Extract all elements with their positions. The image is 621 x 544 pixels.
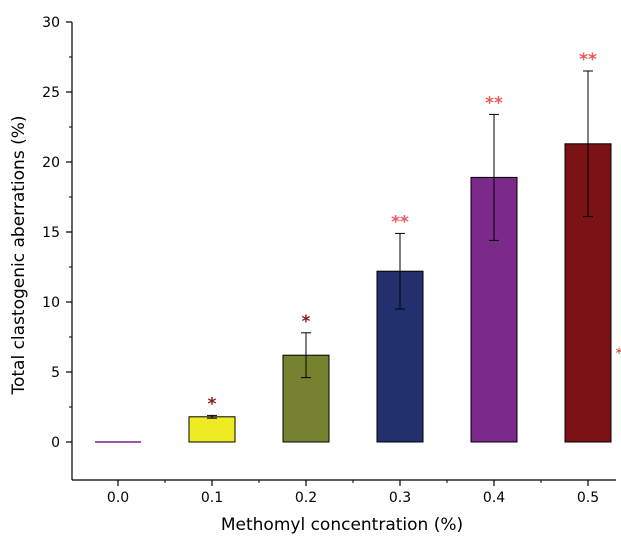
y-tick-label: 20 <box>42 155 60 171</box>
y-ticks: 0 5 10 15 20 25 30 <box>42 15 72 451</box>
x-tick-label: 0.1 <box>201 490 223 506</box>
y-tick-label: 25 <box>42 85 60 101</box>
x-tick-label: 0.0 <box>107 490 129 506</box>
x-axis-label: Methomyl concentration (%) <box>221 515 463 535</box>
significance-marker: ** <box>485 93 503 113</box>
axes <box>72 22 616 480</box>
x-tick-label: 0.5 <box>577 490 599 506</box>
x-tick-label: 0.2 <box>295 490 317 506</box>
x-ticks: 0.0 0.1 0.2 0.3 0.4 0.5 <box>107 480 599 506</box>
bars <box>95 144 611 442</box>
y-tick-label: 15 <box>42 225 60 241</box>
x-tick-label: 0.4 <box>483 490 505 506</box>
bar <box>189 417 235 442</box>
y-tick-label: 5 <box>51 365 60 381</box>
extra-significance-marker: * <box>616 346 621 362</box>
significance-marker: ** <box>391 212 409 232</box>
y-tick-label: 10 <box>42 295 60 311</box>
x-tick-label: 0.3 <box>389 490 411 506</box>
y-tick-label: 30 <box>42 15 60 31</box>
significance-marker: * <box>208 394 217 414</box>
y-tick-label: 0 <box>51 435 60 451</box>
significance-marker: * <box>302 312 311 332</box>
y-axis-label: Total clastogenic aberrations (%) <box>9 115 29 395</box>
significance-marker: ** <box>579 50 597 70</box>
